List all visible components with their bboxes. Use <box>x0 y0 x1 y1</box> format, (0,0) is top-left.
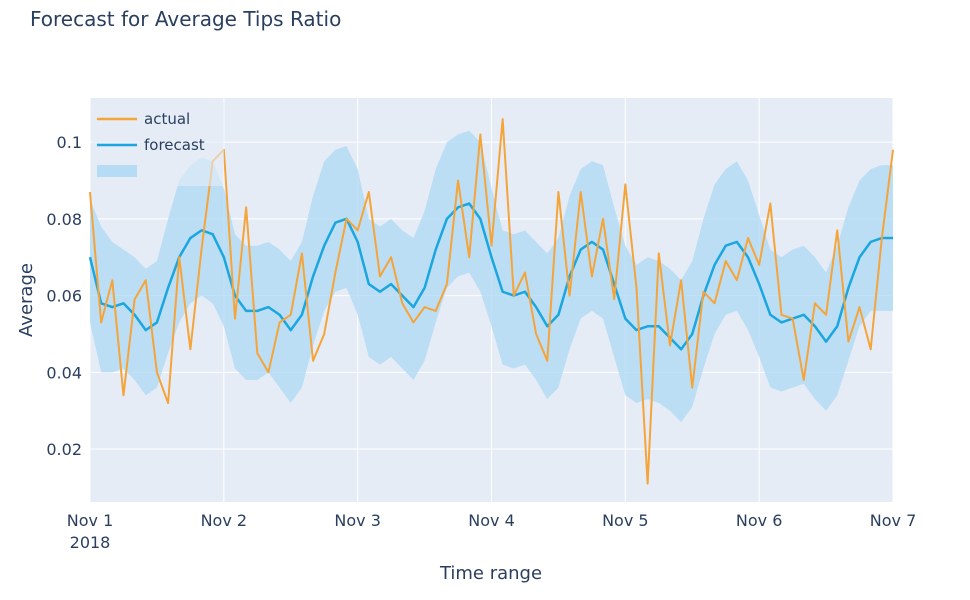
y-tick-label: 0.1 <box>57 133 82 152</box>
series-line <box>88 202 893 351</box>
legend-swatch <box>97 165 137 177</box>
chart-title: Forecast for Average Tips Ratio <box>30 7 341 31</box>
x-tick-label: Nov 1 2018 <box>67 511 114 552</box>
y-tick-label: 0.06 <box>46 287 82 306</box>
x-tick-label: Nov 7 <box>870 511 917 530</box>
confidence-band <box>90 130 893 423</box>
legend-label: actual <box>144 110 190 128</box>
x-tick-label: Nov 5 <box>602 511 649 530</box>
x-axis-title: Time range <box>439 563 542 584</box>
y-tick-label: 0.04 <box>46 363 82 382</box>
legend-label: forecast <box>144 136 205 154</box>
legend: actual forecast <box>92 102 224 186</box>
y-axis-title: Average <box>16 263 37 337</box>
x-tick-label: Nov 4 <box>468 511 515 530</box>
x-tick-label: Nov 2 <box>201 511 248 530</box>
y-tick-label: 0.08 <box>46 210 82 229</box>
x-tick-label: Nov 3 <box>334 511 381 530</box>
x-tick-label: Nov 6 <box>736 511 783 530</box>
y-tick-label: 0.02 <box>46 440 82 459</box>
